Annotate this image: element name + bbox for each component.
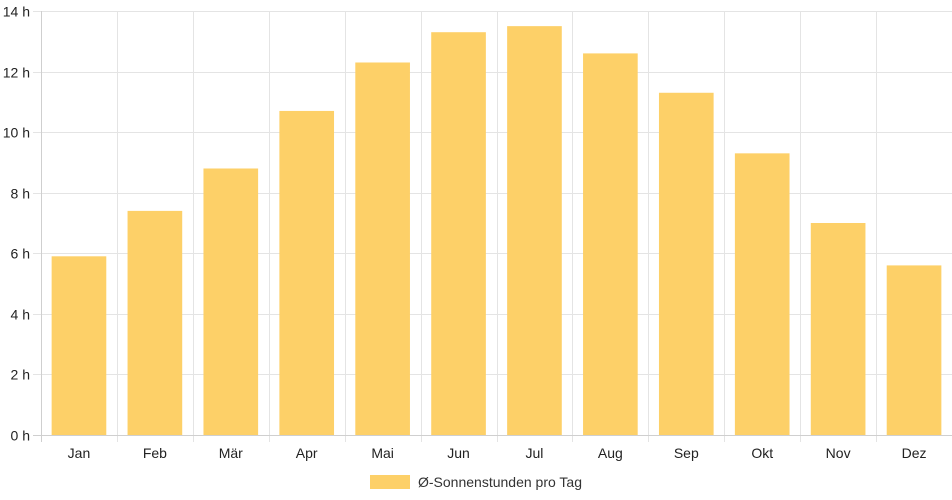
y-tick-label: 6 h [11, 246, 30, 262]
bar [355, 62, 410, 436]
y-tick-label: 12 h [3, 65, 30, 81]
x-tick-label: Jan [68, 445, 91, 461]
bar [279, 110, 335, 435]
legend[interactable]: Ø-Sonnenstunden pro Tag [0, 470, 952, 494]
y-tick-label: 4 h [11, 307, 30, 323]
x-tick-label: Mai [371, 445, 394, 461]
bar [886, 265, 942, 435]
bar [507, 26, 562, 435]
legend-label: Ø-Sonnenstunden pro Tag [418, 474, 582, 490]
y-tick-label: 2 h [11, 367, 30, 383]
x-tick-label: Mär [219, 445, 243, 461]
bar [734, 153, 790, 435]
bar [583, 53, 638, 436]
grid-lines [33, 11, 952, 442]
y-tick-label: 0 h [11, 428, 30, 444]
x-tick-label: Sep [674, 445, 699, 461]
bars [51, 26, 942, 436]
x-tick-label: Aug [598, 445, 623, 461]
y-tick-label: 14 h [3, 4, 30, 20]
legend-swatch [370, 475, 410, 489]
x-tick-label: Apr [296, 445, 318, 461]
x-tick-label: Jun [447, 445, 470, 461]
x-tick-labels: Jan Feb Mär Apr Mai Jun Jul Aug Sep Okt Nov Dez [68, 445, 927, 461]
x-tick-label: Nov [826, 445, 851, 461]
bar [810, 223, 866, 435]
y-tick-label: 8 h [11, 186, 30, 202]
y-tick-labels: 0 h 2 h 4 h 6 h 8 h 10 h 12 h 14 h [3, 4, 30, 444]
bar [127, 210, 183, 435]
x-tick-label: Okt [751, 445, 773, 461]
bar [51, 256, 107, 435]
axes [33, 11, 952, 442]
bar [203, 168, 259, 436]
x-tick-label: Feb [143, 445, 167, 461]
x-tick-label: Dez [902, 445, 927, 461]
y-tick-label: 10 h [3, 125, 30, 141]
bar [431, 32, 486, 435]
x-tick-label: Jul [526, 445, 544, 461]
bar [658, 92, 714, 436]
